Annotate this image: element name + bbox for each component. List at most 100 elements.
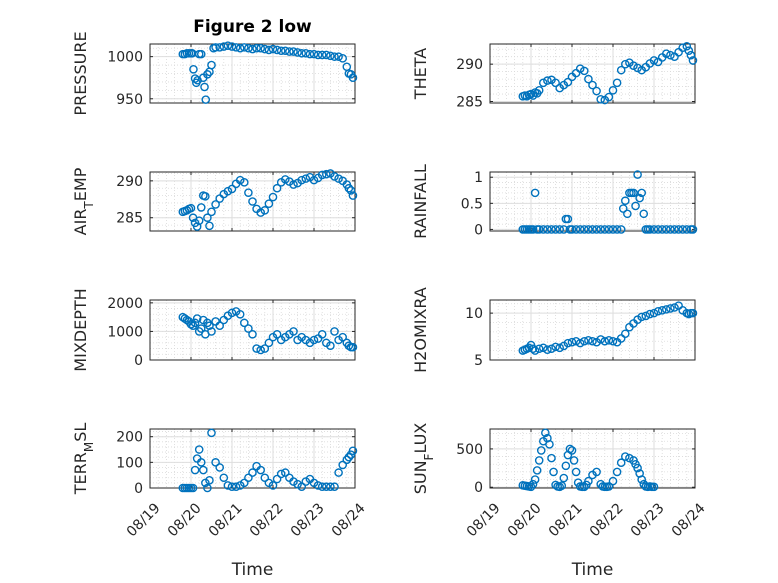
chart-7-x-tick-label: 08/19 (464, 500, 504, 540)
chart-0-data-point (215, 43, 224, 52)
chart-4-data-point (260, 344, 270, 353)
chart-4-data-point (256, 345, 266, 355)
chart-6-data-point (190, 465, 200, 475)
chart-2-data-point (264, 199, 274, 209)
chart-5-data-point (621, 329, 630, 339)
chart-0-data-point (223, 41, 233, 50)
chart-7-data-point (545, 440, 554, 449)
chart-0-data-point (200, 82, 209, 92)
chart-6-data-point (313, 481, 323, 490)
chart-4-subplot: 0 1000 2000 MIXDEPTH (71, 288, 358, 372)
chart-0-data-point (203, 70, 212, 79)
chart-0-data-point (260, 44, 270, 54)
chart-7-data-point (580, 482, 589, 492)
chart-5-data-point (688, 308, 698, 318)
chart-7-data-point (625, 453, 634, 463)
chart-0-data-point (211, 43, 220, 52)
chart-7-data-point (557, 481, 567, 491)
chart-0-data-point (326, 51, 335, 61)
chart-6-data-point (188, 483, 198, 493)
chart-0-data-point (301, 48, 311, 58)
chart-0-data-point (280, 46, 290, 56)
chart-1-y-axis-label: THETA (411, 48, 430, 100)
chart-7-data-point (649, 482, 659, 492)
chart-0-data-point (252, 43, 261, 53)
chart-3-data-point (633, 170, 642, 179)
chart-4-data-point (248, 329, 257, 339)
chart-1-data-point (649, 56, 659, 65)
chart-6-data-point (338, 460, 348, 470)
chart-6-subplot: 0 100 200 TERRMSL 08/19 08/20 08/21 08/22 08/23 0… (71, 423, 369, 580)
chart-7-y-axis-label: SUNFLUX (411, 423, 436, 495)
chart-2-data-point (182, 206, 192, 215)
chart-7-data-point (549, 467, 558, 477)
chart-1-data-point (551, 78, 560, 88)
chart-1-data-point (629, 61, 638, 70)
chart-3-data-point (588, 225, 597, 234)
chart-2-data-point (330, 172, 339, 181)
chart-7-data-point (608, 476, 618, 486)
chart-6-data-point (326, 482, 335, 492)
chart-0-data-point (293, 48, 302, 57)
chart-3-data-point (623, 209, 632, 219)
chart-7-data-point (621, 452, 630, 461)
chart-3-data-point (645, 225, 655, 234)
chart-6-x-tick-label: 08/23 (288, 500, 328, 540)
chart-0-data-point (334, 52, 343, 61)
chart-3-data-point (580, 225, 589, 234)
chart-7-data-point (616, 458, 626, 468)
chart-0-y-tick-label: 1000 (107, 50, 143, 66)
chart-0-data-point (297, 48, 307, 58)
chart-0-data-point (264, 45, 274, 55)
chart-3-axes-box (489, 171, 696, 232)
chart-2-data-point (186, 203, 196, 213)
chart-5-y-axis-label: H2OMIXRA (411, 287, 430, 373)
chart-6-data-point (211, 458, 220, 467)
chart-3-data-point (612, 225, 622, 234)
chart-2-data-point (235, 175, 245, 185)
chart-3-data-point (678, 225, 688, 234)
chart-3-data-point (596, 225, 606, 234)
chart-5-data-point (649, 308, 659, 318)
chart-2-y-tick-label: 290 (116, 174, 143, 190)
chart-3-y-axis-label: RAINFALL (411, 164, 430, 239)
chart-0-data-point (201, 95, 211, 104)
chart-3-data-point (571, 225, 581, 234)
chart-5-axes-box (489, 299, 696, 361)
chart-7-data-point (547, 453, 556, 463)
chart-5-data-point (645, 309, 655, 319)
chart-2-data-point (256, 208, 266, 217)
chart-4-y-tick-label: 2000 (107, 296, 143, 312)
chart-2-y-tick-label: 285 (116, 211, 143, 227)
chart-5-data-point (563, 338, 573, 348)
chart-3-data-point (534, 225, 544, 234)
chart-1-data-point (534, 86, 544, 95)
chart-5-data-point (539, 343, 548, 353)
chart-3-data-point (621, 196, 630, 206)
chart-1-data-point (608, 86, 618, 95)
chart-3-data-point (670, 225, 679, 234)
chart-2-data-point (272, 183, 282, 193)
chart-1-y-tick-label: 290 (456, 57, 483, 73)
chart-2-data-point (203, 213, 212, 223)
chart-1-data-point (633, 63, 642, 73)
chart-1-data-point (575, 64, 585, 73)
chart-4-y-tick-label: 0 (134, 353, 143, 369)
chart-2-data-point (321, 169, 331, 179)
chart-3-data-point (543, 225, 552, 234)
chart-1-data-point (588, 80, 597, 90)
chart-4-data-point (244, 324, 253, 333)
chart-2-data-point (207, 207, 216, 217)
chart-0-data-point (309, 49, 319, 59)
chart-3-data-point (688, 225, 698, 234)
chart-6-data-point (334, 468, 343, 477)
chart-7-data-point (532, 466, 542, 475)
chart-6-data-point (317, 482, 327, 492)
chart-3-data-point (629, 188, 638, 198)
chart-1-data-point (584, 74, 593, 84)
chart-1-data-point (612, 78, 622, 88)
chart-6-data-point (342, 455, 352, 465)
chart-0-subplot: 950 1000 PRESSURE Figure 2 low (71, 17, 358, 116)
chart-6-data-point (321, 482, 331, 492)
